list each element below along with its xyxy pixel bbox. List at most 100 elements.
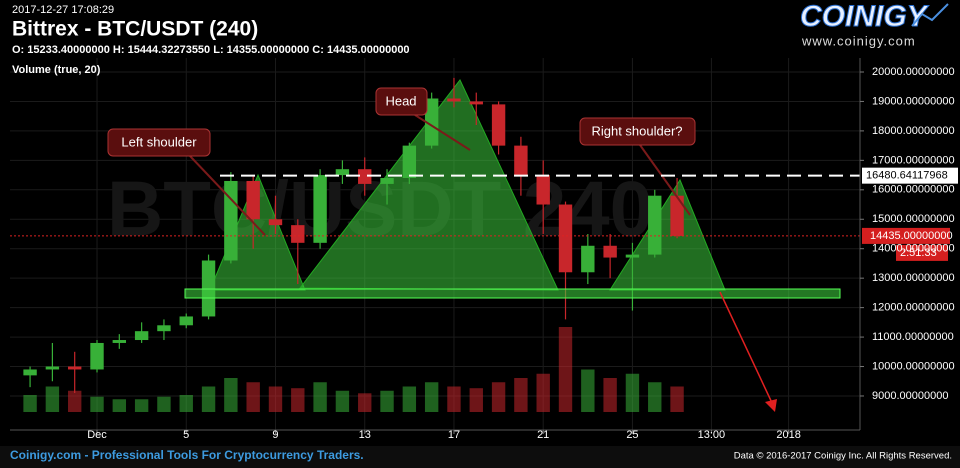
footer-bar [0, 446, 960, 468]
y-tick-label: 19000.00000000 [872, 95, 955, 107]
y-tick-label: 18000.00000000 [872, 125, 955, 137]
footer-right: Data © 2016-2017 Coinigy Inc. All Rights… [734, 451, 952, 462]
candle-body [268, 219, 283, 226]
candle-body [558, 204, 573, 273]
y-tick-label: 16000.00000000 [872, 184, 955, 196]
callout-box [375, 87, 428, 116]
candle-body [313, 175, 327, 243]
x-tick-label: 9 [272, 429, 278, 441]
pattern-drawings [209, 79, 726, 291]
candle-body [581, 245, 595, 273]
volume-bar [224, 378, 238, 412]
candle-body [224, 180, 238, 261]
volume-bar [157, 396, 171, 412]
volume-bar [491, 382, 506, 412]
candle-body [358, 169, 372, 184]
candle-body [179, 316, 193, 326]
y-tick-label: 12000.00000000 [872, 302, 955, 314]
chart-title: Bittrex - BTC/USDT (240) [12, 18, 258, 41]
candle-body [45, 366, 60, 370]
volume-bar [134, 399, 149, 412]
y-tick-label: 13000.00000000 [872, 272, 955, 284]
volume-bar [648, 382, 662, 412]
candle-body [491, 104, 506, 146]
annotation: Right shoulder? [591, 123, 682, 138]
candle-body [380, 178, 394, 184]
volume-bar [179, 395, 193, 412]
candle-body [112, 340, 127, 343]
x-tick-label: 21 [537, 429, 549, 441]
x-tick-label: Dec [87, 429, 107, 441]
volume-bar [246, 382, 260, 412]
volume-bar [402, 386, 417, 412]
volume-bar [268, 386, 283, 412]
x-tick-label: 5 [183, 429, 189, 441]
level-tag [862, 167, 958, 184]
callouts: Left shoulder Head Right shoulder? [107, 87, 696, 236]
volume-bar [90, 396, 104, 412]
indicator-label: Volume (true, 20) [12, 64, 101, 76]
candle-body [424, 98, 439, 146]
volume-bar [358, 393, 372, 412]
neckline [184, 288, 841, 299]
volume-layer [23, 327, 684, 412]
x-tick-label: 13:00 [698, 429, 726, 441]
volume-bar [313, 382, 327, 412]
volume-bar [536, 373, 550, 412]
candle-body [670, 195, 684, 236]
level-label: 16480.64117968 [866, 170, 948, 182]
volume-bar [68, 390, 82, 412]
levels: 16480.64117968 14435.00000000 2:51:33 [10, 167, 958, 261]
countdown: 2:51:33 [900, 247, 937, 259]
volume-bar [603, 378, 617, 412]
volume-bar [291, 388, 305, 412]
callout-pointer [189, 155, 266, 236]
volume-bar [23, 395, 37, 412]
ohlc: O: 15233.40000000 H: 15444.32273550 L: 1… [12, 44, 410, 56]
candle-body [447, 98, 461, 102]
callout-box [579, 117, 696, 146]
annotation: Left shoulder [121, 134, 197, 149]
candle-body [536, 175, 550, 205]
countdown-tag [896, 244, 948, 261]
callout-pointer [414, 114, 471, 151]
logo: COINIGY [800, 0, 930, 33]
timestamp: 2017-12-27 17:08:29 [12, 4, 114, 16]
volume-bar [447, 386, 461, 412]
candle-body [68, 366, 82, 370]
y-tick-label: 9000.00000000 [872, 390, 948, 402]
y-tick-label: 10000.00000000 [872, 360, 955, 372]
volume-bar [380, 390, 394, 412]
logo-url: www.coinigy.com [801, 33, 916, 48]
candle-body [335, 169, 350, 176]
volume-bar [112, 399, 127, 412]
logo-graph [911, 3, 949, 27]
candle-body [603, 245, 617, 258]
volume-bar [201, 386, 216, 412]
callout-pointer [639, 144, 691, 216]
candle-body [90, 342, 104, 370]
candle-body [625, 254, 640, 258]
callout-box [107, 128, 211, 157]
volume-bar [424, 382, 439, 412]
candle-body [157, 325, 171, 332]
volume-bar [45, 386, 60, 412]
arrow [719, 291, 774, 406]
x-tick-label: 17 [448, 429, 460, 441]
x-tick-label: 13 [359, 429, 371, 441]
candle-body [514, 145, 528, 176]
last-price-label: 14435.00000000 [870, 230, 953, 242]
annotation: Head [385, 93, 416, 108]
y-tick-label: 20000.00000000 [872, 66, 955, 78]
volume-bar [335, 390, 350, 412]
candle-body [469, 101, 483, 105]
footer-left: Coinigy.com - Professional Tools For Cry… [10, 448, 364, 462]
volume-bar [514, 378, 528, 412]
x-tick-label: 2018 [776, 429, 800, 441]
axes: 9000.00000000 10000.00000000 11000.0000000… [10, 58, 955, 441]
candle-body [201, 260, 216, 317]
candle-body [402, 145, 417, 179]
volume-bar [670, 386, 684, 412]
volume-bar [558, 327, 573, 412]
